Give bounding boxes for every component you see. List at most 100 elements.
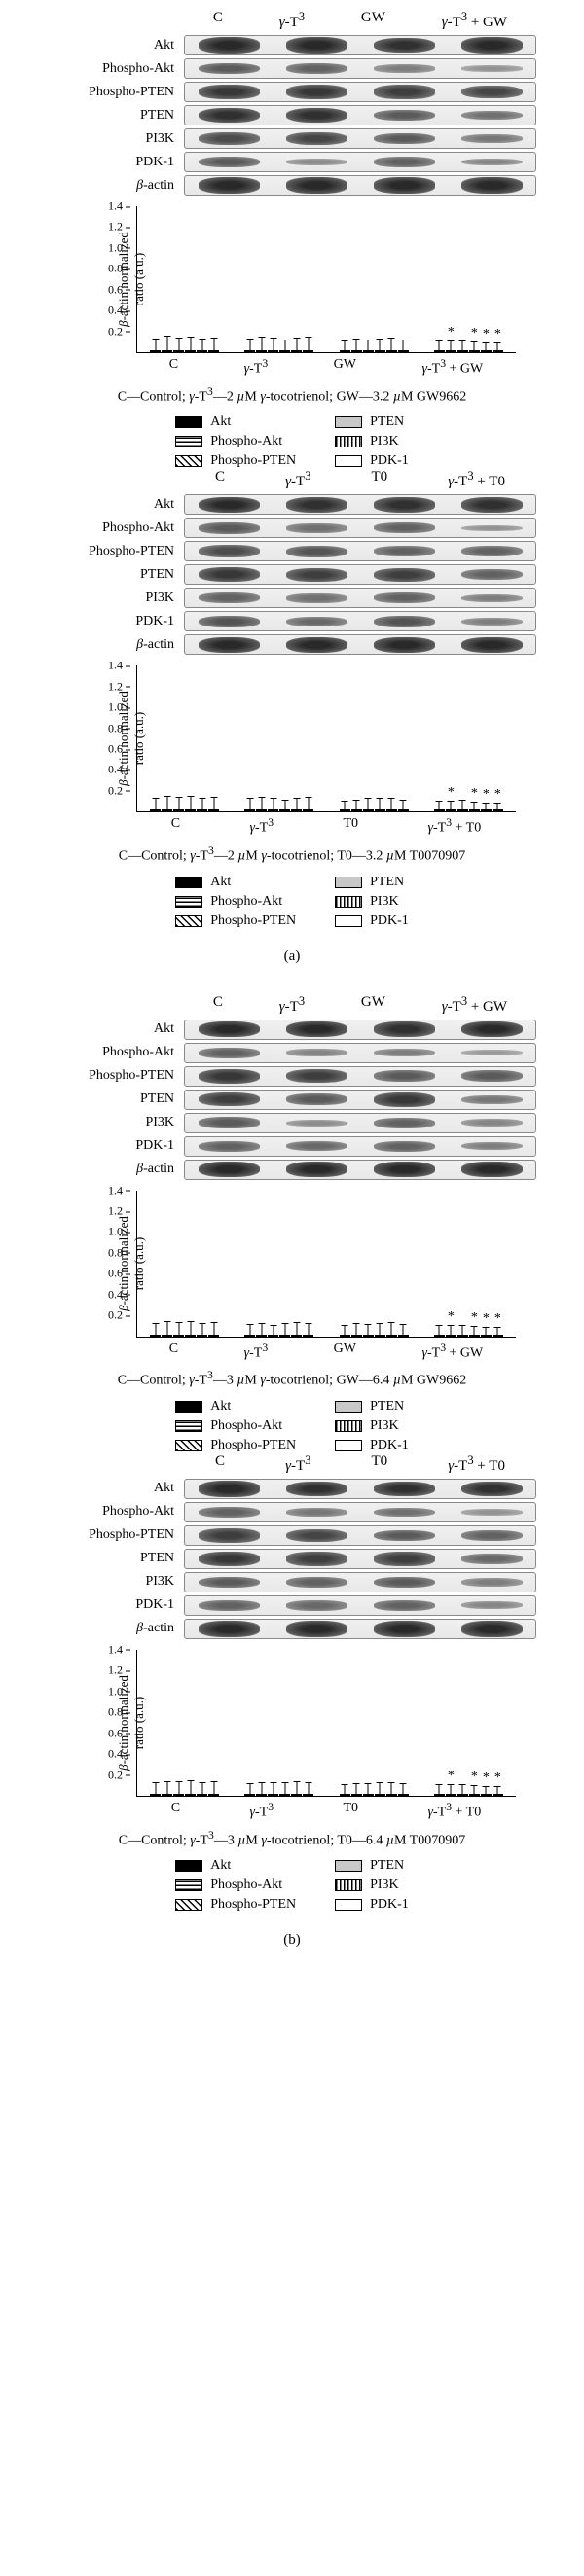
bar xyxy=(375,350,385,352)
bar xyxy=(256,1335,267,1337)
bar xyxy=(375,809,385,811)
bar xyxy=(185,1335,196,1337)
chart: β-actin normalizedratio (a.u.)0.20.40.60… xyxy=(97,665,516,837)
x-label: C xyxy=(171,1801,180,1821)
legend-label: Phospho-Akt xyxy=(210,1418,282,1434)
panel-sublabel: (a) xyxy=(0,948,584,965)
bar xyxy=(244,350,255,352)
legend-item: PTEN xyxy=(335,414,409,430)
blot-row: PTEN xyxy=(48,1549,536,1569)
protein-label: PI3K xyxy=(48,590,184,606)
legend-item: Phospho-PTEN xyxy=(175,1897,296,1913)
blot-strip xyxy=(184,35,536,55)
significance-star: * xyxy=(471,1310,478,1326)
blot-row: β-actin xyxy=(48,1619,536,1639)
blot-strip xyxy=(184,494,536,515)
bar xyxy=(208,809,219,811)
significance-star: * xyxy=(483,327,490,342)
x-label: C xyxy=(171,816,180,837)
legend-label: PTEN xyxy=(370,875,404,890)
figure-root: Cγ-T3GWγ-T3 + GW Akt Phospho-Akt Phospho-PT… xyxy=(0,10,584,1949)
blot-row: PI3K xyxy=(48,588,536,608)
legend-swatch xyxy=(335,1899,362,1911)
bar xyxy=(351,1794,362,1796)
blot-strip xyxy=(184,82,536,102)
lane-label: γ-T3 xyxy=(279,10,305,31)
x-label: C xyxy=(169,1342,178,1362)
legend-swatch xyxy=(175,1899,202,1911)
lane-label: C xyxy=(215,469,225,490)
bar xyxy=(291,350,302,352)
bar xyxy=(244,809,255,811)
protein-label: β-actin xyxy=(48,637,184,653)
lane-label: γ-T3 xyxy=(285,469,310,490)
lane-header: Cγ-T3GWγ-T3 + GW xyxy=(185,10,535,31)
legend-label: Phospho-Akt xyxy=(210,434,282,449)
blot-strip xyxy=(184,58,536,79)
legend-swatch xyxy=(175,455,202,467)
blot-row: PI3K xyxy=(48,1113,536,1133)
x-label: T0 xyxy=(343,1801,358,1821)
bar xyxy=(340,350,350,352)
blot-row: PTEN xyxy=(48,105,536,125)
legend-item: Phospho-PTEN xyxy=(175,913,296,929)
bar xyxy=(268,1335,278,1337)
legend-item: Phospho-PTEN xyxy=(175,1438,296,1453)
significance-star: * xyxy=(471,326,478,341)
bar xyxy=(162,1335,172,1337)
bar xyxy=(351,809,362,811)
chart: β-actin normalizedratio (a.u.)0.20.40.60… xyxy=(97,1191,516,1362)
x-labels: Cγ-T3T0γ-T3 + T0 xyxy=(136,816,516,837)
blot-row: PDK-1 xyxy=(48,611,536,631)
y-tick: 0.8 xyxy=(108,1705,123,1720)
blot-block: Cγ-T3GWγ-T3 + GWAktPhospho-AktPhospho-PT… xyxy=(0,994,584,1183)
x-label: γ-T3 + T0 xyxy=(427,816,481,837)
bar xyxy=(150,350,161,352)
protein-label: Akt xyxy=(48,497,184,513)
bar xyxy=(256,1794,267,1796)
lane-label: γ-T3 + T0 xyxy=(448,469,505,490)
legend-swatch xyxy=(175,1879,202,1891)
bar xyxy=(185,1794,196,1796)
bar xyxy=(351,1335,362,1337)
significance-star: * xyxy=(483,1311,490,1327)
bar xyxy=(303,1794,313,1796)
bar: * xyxy=(446,809,456,811)
bar xyxy=(363,809,374,811)
bar xyxy=(457,1794,468,1796)
legend-label: PTEN xyxy=(370,1399,404,1414)
legend-item: PDK-1 xyxy=(335,453,409,469)
lane-label: C xyxy=(213,10,223,31)
legend-label: Phospho-Akt xyxy=(210,894,282,910)
lane-label: γ-T3 + T0 xyxy=(448,1453,505,1475)
legend-swatch xyxy=(335,1440,362,1451)
lane-header: Cγ-T3GWγ-T3 + GW xyxy=(185,994,535,1016)
bar xyxy=(162,809,172,811)
bar-group: **** xyxy=(434,1794,503,1796)
bar xyxy=(268,809,278,811)
bar xyxy=(268,1794,278,1796)
blot-row: β-actin xyxy=(48,175,536,196)
significance-star: * xyxy=(494,327,501,342)
bar-group xyxy=(150,1794,219,1796)
lane-label: γ-T3 xyxy=(285,1453,310,1475)
legend-swatch xyxy=(335,877,362,888)
legend-item: PI3K xyxy=(335,894,409,910)
bar xyxy=(386,350,397,352)
lane-header: Cγ-T3T0γ-T3 + T0 xyxy=(185,469,535,490)
bar-group: **** xyxy=(434,1335,503,1337)
blot-row: Akt xyxy=(48,1020,536,1040)
protein-label: Phospho-Akt xyxy=(48,1045,184,1060)
bar xyxy=(279,1794,290,1796)
blot-strip xyxy=(184,1066,536,1087)
blot-strip xyxy=(184,634,536,655)
legend-swatch xyxy=(175,896,202,908)
y-tick: 0.4 xyxy=(108,304,123,318)
y-tick: 0.6 xyxy=(108,282,123,297)
bar xyxy=(197,809,207,811)
x-label: γ-T3 + GW xyxy=(421,1342,483,1362)
y-tick: 0.2 xyxy=(108,1308,123,1323)
x-label: γ-T3 + GW xyxy=(421,357,483,377)
y-tick: 0.6 xyxy=(108,1267,123,1281)
blot-strip xyxy=(184,588,536,608)
